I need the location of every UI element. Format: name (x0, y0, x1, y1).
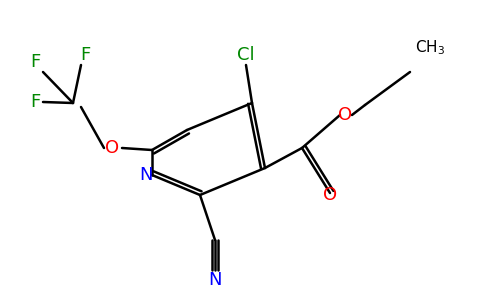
Text: O: O (338, 106, 352, 124)
Text: F: F (30, 53, 40, 71)
Text: O: O (105, 139, 119, 157)
Text: F: F (80, 46, 90, 64)
Text: N: N (139, 166, 153, 184)
Text: CH$_3$: CH$_3$ (415, 39, 445, 57)
Text: O: O (323, 186, 337, 204)
Text: F: F (30, 93, 40, 111)
Text: N: N (208, 271, 222, 289)
Text: Cl: Cl (237, 46, 255, 64)
